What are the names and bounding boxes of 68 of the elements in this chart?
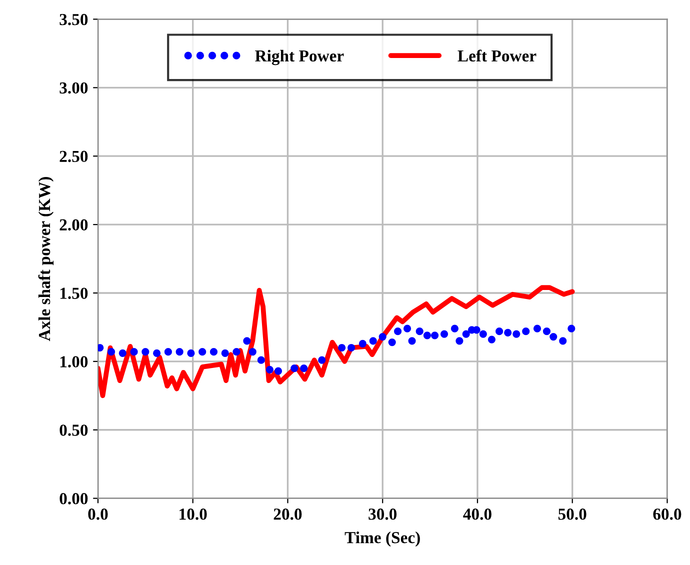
point xyxy=(210,348,218,356)
y-tick-label: 3.50 xyxy=(60,14,88,26)
point xyxy=(408,337,416,345)
point xyxy=(221,349,229,358)
point xyxy=(496,328,504,336)
point xyxy=(318,356,326,364)
x-tick-label: 50.0 xyxy=(558,508,586,520)
x-tick-label: 40.0 xyxy=(463,508,492,520)
point xyxy=(416,328,424,336)
point xyxy=(198,348,206,356)
point xyxy=(338,344,346,352)
point xyxy=(542,328,551,336)
point xyxy=(479,330,487,338)
point xyxy=(107,348,116,356)
point xyxy=(394,328,402,336)
point xyxy=(512,330,520,338)
point xyxy=(266,366,274,374)
legend-label: Right Power xyxy=(255,50,344,66)
y-tick-label: 0.00 xyxy=(60,493,88,504)
point xyxy=(488,336,496,344)
point xyxy=(118,349,126,358)
point xyxy=(440,330,448,338)
x-tick-label: 0.0 xyxy=(88,508,108,520)
point xyxy=(164,348,172,356)
point xyxy=(456,337,464,345)
y-tick-label: 3.00 xyxy=(60,82,88,94)
point xyxy=(98,344,104,352)
point xyxy=(550,333,558,341)
y-tick-label: 1.50 xyxy=(60,288,88,300)
point xyxy=(176,348,184,356)
line-series xyxy=(98,285,575,398)
point xyxy=(243,337,251,345)
y-tick-label: 1.00 xyxy=(60,356,88,368)
x-tick-label: 30.0 xyxy=(368,508,397,520)
point xyxy=(248,348,256,356)
point xyxy=(369,337,377,345)
point xyxy=(347,344,356,352)
point xyxy=(153,349,161,358)
point xyxy=(423,332,431,340)
point xyxy=(522,328,530,336)
point xyxy=(388,338,396,346)
point xyxy=(450,324,459,332)
point xyxy=(274,367,282,375)
point xyxy=(130,348,138,356)
point xyxy=(533,324,542,332)
y-tick-label: 2.50 xyxy=(60,150,88,162)
point xyxy=(504,328,512,336)
point xyxy=(187,349,195,358)
x-tick-label: 60.0 xyxy=(653,508,682,520)
y-axis-title: Axle shaft power (KW) xyxy=(38,177,54,342)
point xyxy=(232,348,240,356)
x-tick-label: 10.0 xyxy=(180,508,207,520)
y-tick-label: 2.00 xyxy=(60,219,88,231)
point xyxy=(462,330,470,338)
point xyxy=(559,337,567,345)
point xyxy=(568,324,576,332)
point xyxy=(430,332,439,340)
point xyxy=(403,324,412,332)
point xyxy=(142,348,150,356)
point xyxy=(257,356,265,364)
x-tick-label: 20.0 xyxy=(274,508,302,520)
point xyxy=(378,333,386,341)
y-tick-label: 0.50 xyxy=(60,424,88,436)
point xyxy=(358,340,366,348)
point xyxy=(290,364,298,372)
point xyxy=(300,364,308,372)
legend-label: Left Power xyxy=(458,50,536,62)
x-axis-title: Time (Sec) xyxy=(344,532,420,547)
